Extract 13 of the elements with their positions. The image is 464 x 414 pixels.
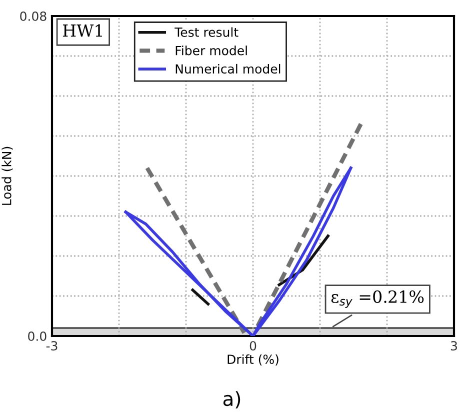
x-tick-label: 3	[450, 341, 457, 351]
annotation: ε$_{sy}$ =0.21%	[331, 290, 424, 308]
y-tick-label: 0.08	[20, 11, 46, 21]
x-axis-title: Drift (%)	[228, 354, 278, 366]
text: a)	[223, 391, 240, 408]
legend-label: Test result	[174, 27, 238, 37]
y-tick-label: 0.0	[28, 331, 46, 341]
x-tick-label: 0	[250, 341, 256, 351]
legend-label: Numerical model	[176, 64, 280, 74]
legend-label: Fiber model	[176, 46, 247, 56]
x-tick-label: -3	[46, 341, 58, 351]
annotation: HW1	[62, 24, 102, 37]
y-axis-title: Load (kN)	[2, 146, 13, 205]
